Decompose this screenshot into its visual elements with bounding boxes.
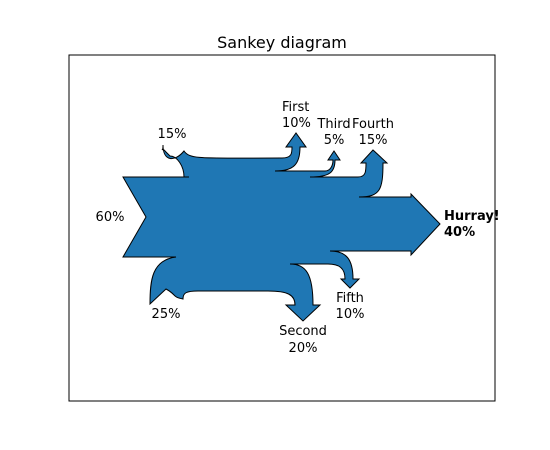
sankey-flow-shape (122, 132, 441, 322)
input-label-60: 60% (96, 210, 125, 225)
output-name-third: Third (316, 117, 350, 132)
input-label-25: 25% (152, 307, 181, 322)
output-name-hurray: Hurray! (444, 209, 500, 224)
output-name-second: Second (279, 324, 327, 339)
output-value-hurray: 40% (444, 225, 475, 240)
output-name-fourth: Fourth (352, 117, 394, 132)
output-value-first: 10% (282, 116, 311, 131)
output-name-first: First (282, 100, 309, 115)
chart-title: Sankey diagram (217, 33, 347, 52)
output-name-fifth: Fifth (336, 291, 364, 306)
input-label-15: 15% (158, 127, 187, 142)
output-value-fifth: 10% (336, 307, 365, 322)
output-value-second: 20% (289, 341, 318, 356)
output-value-third: 5% (324, 133, 345, 148)
output-value-fourth: 15% (359, 133, 388, 148)
